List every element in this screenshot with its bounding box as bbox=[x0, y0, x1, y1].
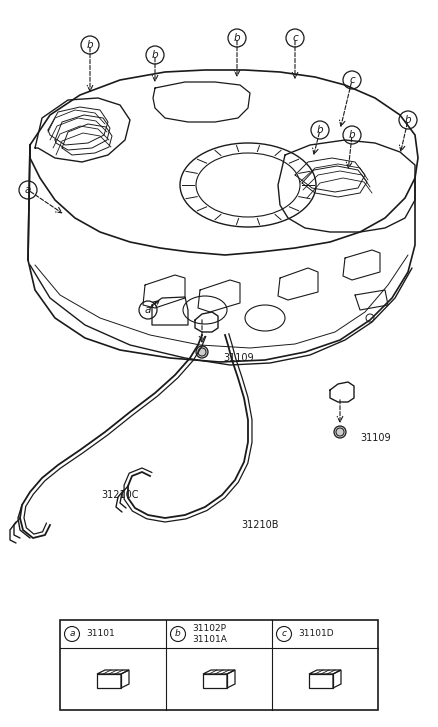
Text: 31109: 31109 bbox=[360, 433, 391, 443]
Text: c: c bbox=[292, 33, 298, 43]
Text: c: c bbox=[349, 75, 355, 85]
Text: b: b bbox=[317, 125, 323, 135]
Text: b: b bbox=[349, 130, 355, 140]
Text: b: b bbox=[234, 33, 240, 43]
Text: b: b bbox=[405, 115, 411, 125]
Bar bbox=[60, 620, 378, 710]
Text: b: b bbox=[87, 40, 93, 50]
Text: 31102P
31101A: 31102P 31101A bbox=[192, 624, 227, 643]
Text: 31109: 31109 bbox=[223, 353, 254, 363]
Text: a: a bbox=[145, 305, 151, 315]
Text: 31210B: 31210B bbox=[241, 520, 279, 530]
Text: a: a bbox=[25, 185, 31, 195]
Text: 31210C: 31210C bbox=[101, 490, 139, 500]
Text: 31101: 31101 bbox=[86, 630, 115, 638]
Circle shape bbox=[196, 346, 208, 358]
Text: c: c bbox=[282, 630, 286, 638]
Text: b: b bbox=[152, 50, 158, 60]
Circle shape bbox=[334, 426, 346, 438]
Text: a: a bbox=[69, 630, 75, 638]
Text: 31101D: 31101D bbox=[298, 630, 334, 638]
Text: b: b bbox=[175, 630, 181, 638]
